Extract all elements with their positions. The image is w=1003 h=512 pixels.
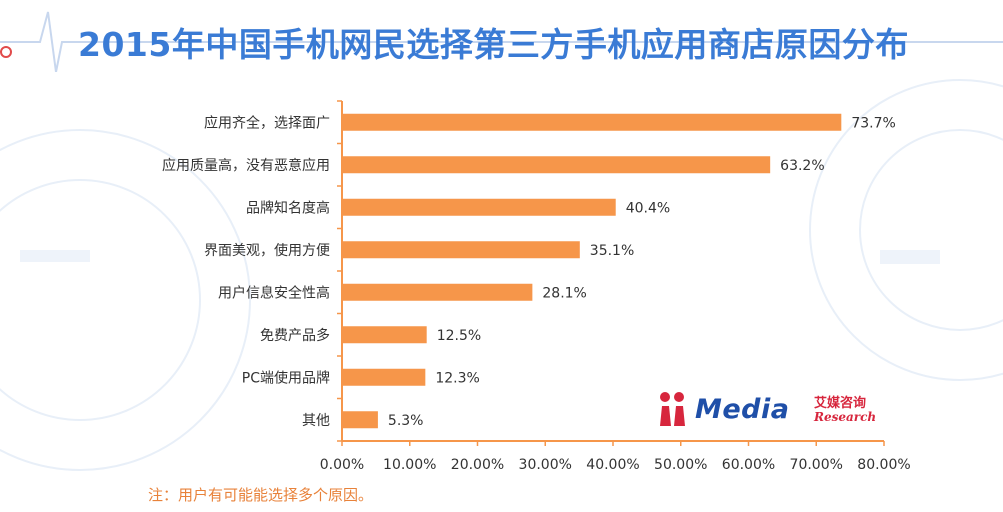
iimedia-logo: Media 艾媒咨询 Research — [658, 390, 888, 434]
bar — [342, 113, 842, 131]
logo-english-text: Research — [814, 410, 877, 424]
title-bar: 2015年中国手机网民选择第三方手机应用商店原因分布 — [0, 0, 1003, 72]
x-tick-label: 50.00% — [654, 457, 707, 473]
value-label: 12.5% — [437, 328, 481, 344]
category-label: 其他 — [302, 413, 330, 429]
bar — [342, 198, 616, 216]
value-label: 35.1% — [590, 243, 634, 259]
category-label: 应用质量高，没有恶意应用 — [162, 157, 330, 174]
category-label: 品牌知名度高 — [246, 199, 330, 216]
value-label: 63.2% — [780, 158, 824, 174]
bar — [342, 156, 771, 174]
x-tick-label: 10.00% — [383, 457, 436, 473]
x-tick-label: 70.00% — [790, 457, 843, 473]
bar — [342, 411, 378, 429]
category-label: 界面美观，使用方便 — [204, 242, 330, 259]
footnote: 注：用户有可能能选择多个原因。 — [148, 486, 374, 504]
x-tick-label: 30.00% — [519, 457, 572, 473]
iimedia-logo-icon — [660, 392, 685, 426]
logo-brand-text: Media — [695, 394, 790, 425]
logo-chinese-text: 艾媒咨询 — [814, 396, 867, 411]
x-tick-label: 0.00% — [320, 457, 364, 473]
category-label: 用户信息安全性高 — [218, 284, 330, 301]
value-label: 73.7% — [851, 115, 895, 131]
x-tick-label: 60.00% — [722, 457, 775, 473]
x-tick-label: 40.00% — [586, 457, 639, 473]
pulse-line-icon — [0, 11, 1003, 72]
category-label: 应用齐全，选择面广 — [204, 114, 330, 131]
bar — [342, 326, 427, 344]
value-label: 28.1% — [542, 285, 586, 301]
value-label: 12.3% — [435, 370, 479, 386]
x-tick-label: 80.00% — [857, 457, 910, 473]
category-label: PC端使用品牌 — [242, 369, 330, 386]
x-tick-label: 20.00% — [451, 457, 504, 473]
bar — [342, 241, 580, 259]
value-label: 5.3% — [388, 413, 424, 429]
page-title: 2015年中国手机网民选择第三方手机应用商店原因分布 — [78, 25, 909, 64]
category-label: 免费产品多 — [260, 327, 330, 344]
bar — [342, 283, 533, 301]
value-label: 40.4% — [626, 200, 670, 216]
pulse-dot-icon — [0, 46, 12, 58]
bar — [342, 368, 426, 386]
